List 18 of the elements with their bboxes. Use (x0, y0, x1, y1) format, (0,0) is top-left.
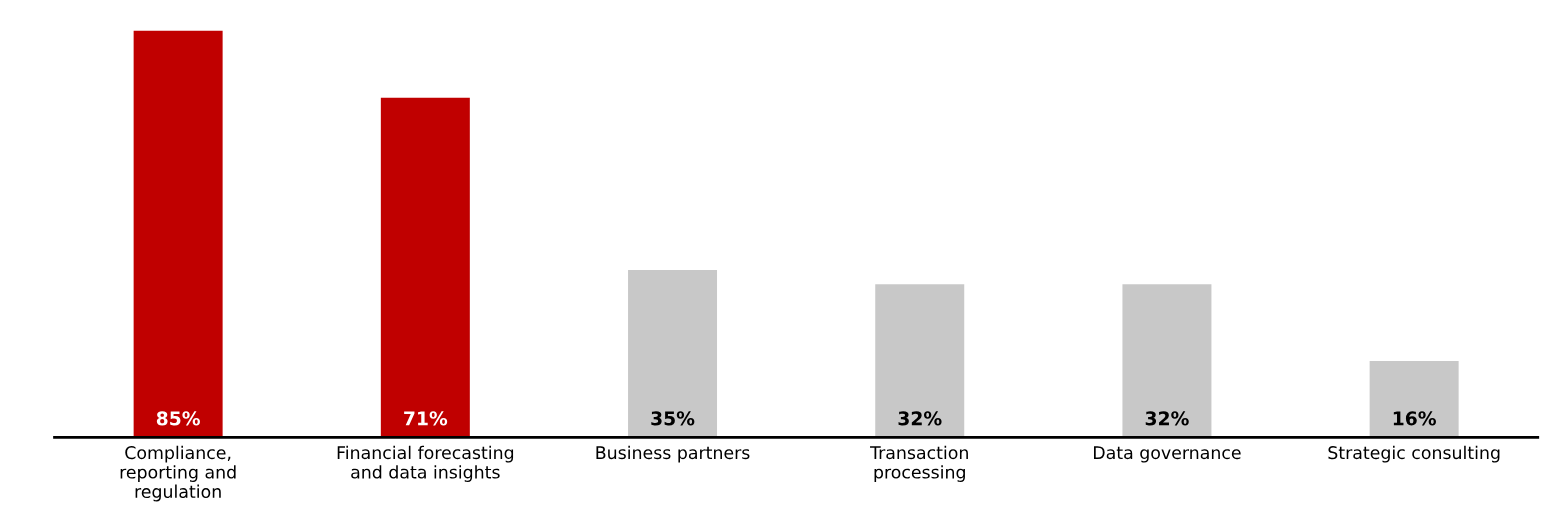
bar (380, 97, 470, 438)
x-tick-label: Data governance (1094, 446, 1241, 463)
data-label: 16% (1393, 411, 1436, 426)
bar (133, 30, 223, 438)
data-label: 35% (651, 411, 695, 426)
bar (1122, 284, 1212, 438)
x-tick-label: Financial forecasting and data insights (337, 445, 514, 482)
x-tick-label: Business partners (596, 445, 750, 463)
data-label: 71% (404, 411, 448, 426)
bar (628, 270, 718, 438)
data-label: 85% (156, 411, 200, 426)
x-tick-label: Compliance, reporting and regulation (120, 445, 236, 502)
x-tick-label: Strategic consulting (1328, 445, 1500, 463)
bar (1369, 360, 1459, 438)
bar (875, 284, 965, 438)
data-label: 32% (1145, 411, 1189, 426)
data-label: 32% (898, 411, 942, 426)
x-tick-label: Transaction processing (870, 445, 968, 482)
